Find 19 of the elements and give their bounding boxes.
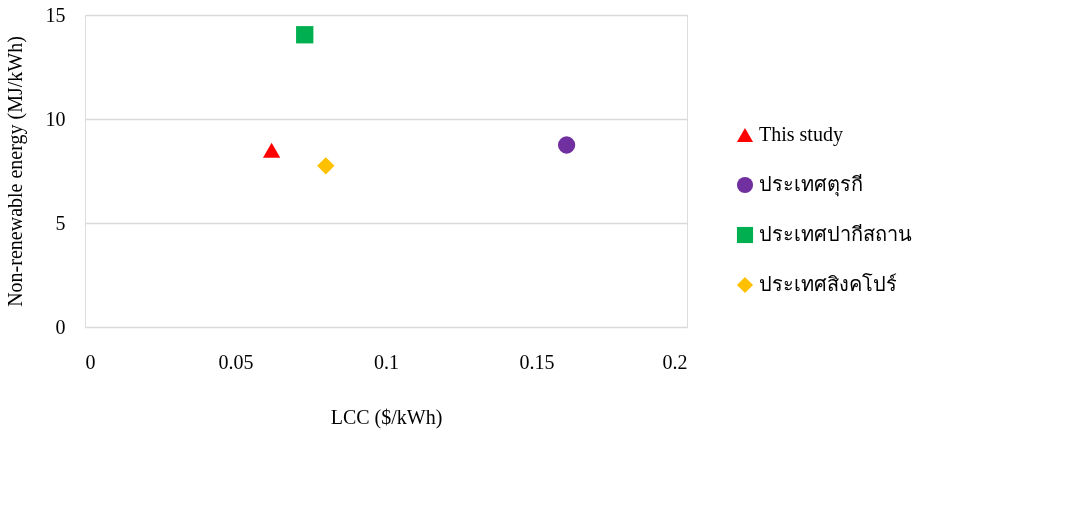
x-axis-title: LCC ($/kWh) xyxy=(330,405,443,429)
legend-label: ประเทศสิงคโปร์ xyxy=(759,273,897,295)
x-tick-label: 0.2 xyxy=(662,350,688,373)
point xyxy=(557,136,576,154)
x-tick-label: 0.05 xyxy=(218,350,254,373)
point xyxy=(296,26,314,44)
legend-label: ประเทศปากีสถาน xyxy=(759,223,912,245)
point xyxy=(262,142,281,158)
legend-label: This study xyxy=(759,123,843,146)
y-tick-label: 5 xyxy=(55,211,66,234)
y-tick-label: 0 xyxy=(55,315,66,338)
x-tick-label: 0.15 xyxy=(519,350,555,373)
point xyxy=(317,157,335,175)
x-tick-label: 0 xyxy=(85,350,96,373)
y-axis-title: Non-renewable energy (MJ/kWh) xyxy=(3,36,27,307)
legend-label: ประเทศตุรกี xyxy=(759,173,863,197)
x-tick-label: 0.1 xyxy=(374,350,399,373)
y-tick-label: 10 xyxy=(45,107,66,130)
y-tick-label: 15 xyxy=(45,3,66,26)
